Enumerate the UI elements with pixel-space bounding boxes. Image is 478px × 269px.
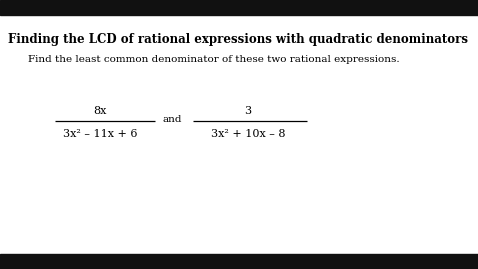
Text: 3x² – 11x + 6: 3x² – 11x + 6 <box>63 129 137 139</box>
Text: Find the least common denominator of these two rational expressions.: Find the least common denominator of the… <box>28 55 400 64</box>
Text: Finding the LCD of rational expressions with quadratic denominators: Finding the LCD of rational expressions … <box>8 33 468 46</box>
Bar <box>0 254 478 269</box>
Text: and: and <box>163 115 183 123</box>
Text: 3: 3 <box>244 106 251 116</box>
Text: 3x² + 10x – 8: 3x² + 10x – 8 <box>211 129 285 139</box>
Text: 8x: 8x <box>93 106 107 116</box>
Bar <box>0 0 478 15</box>
